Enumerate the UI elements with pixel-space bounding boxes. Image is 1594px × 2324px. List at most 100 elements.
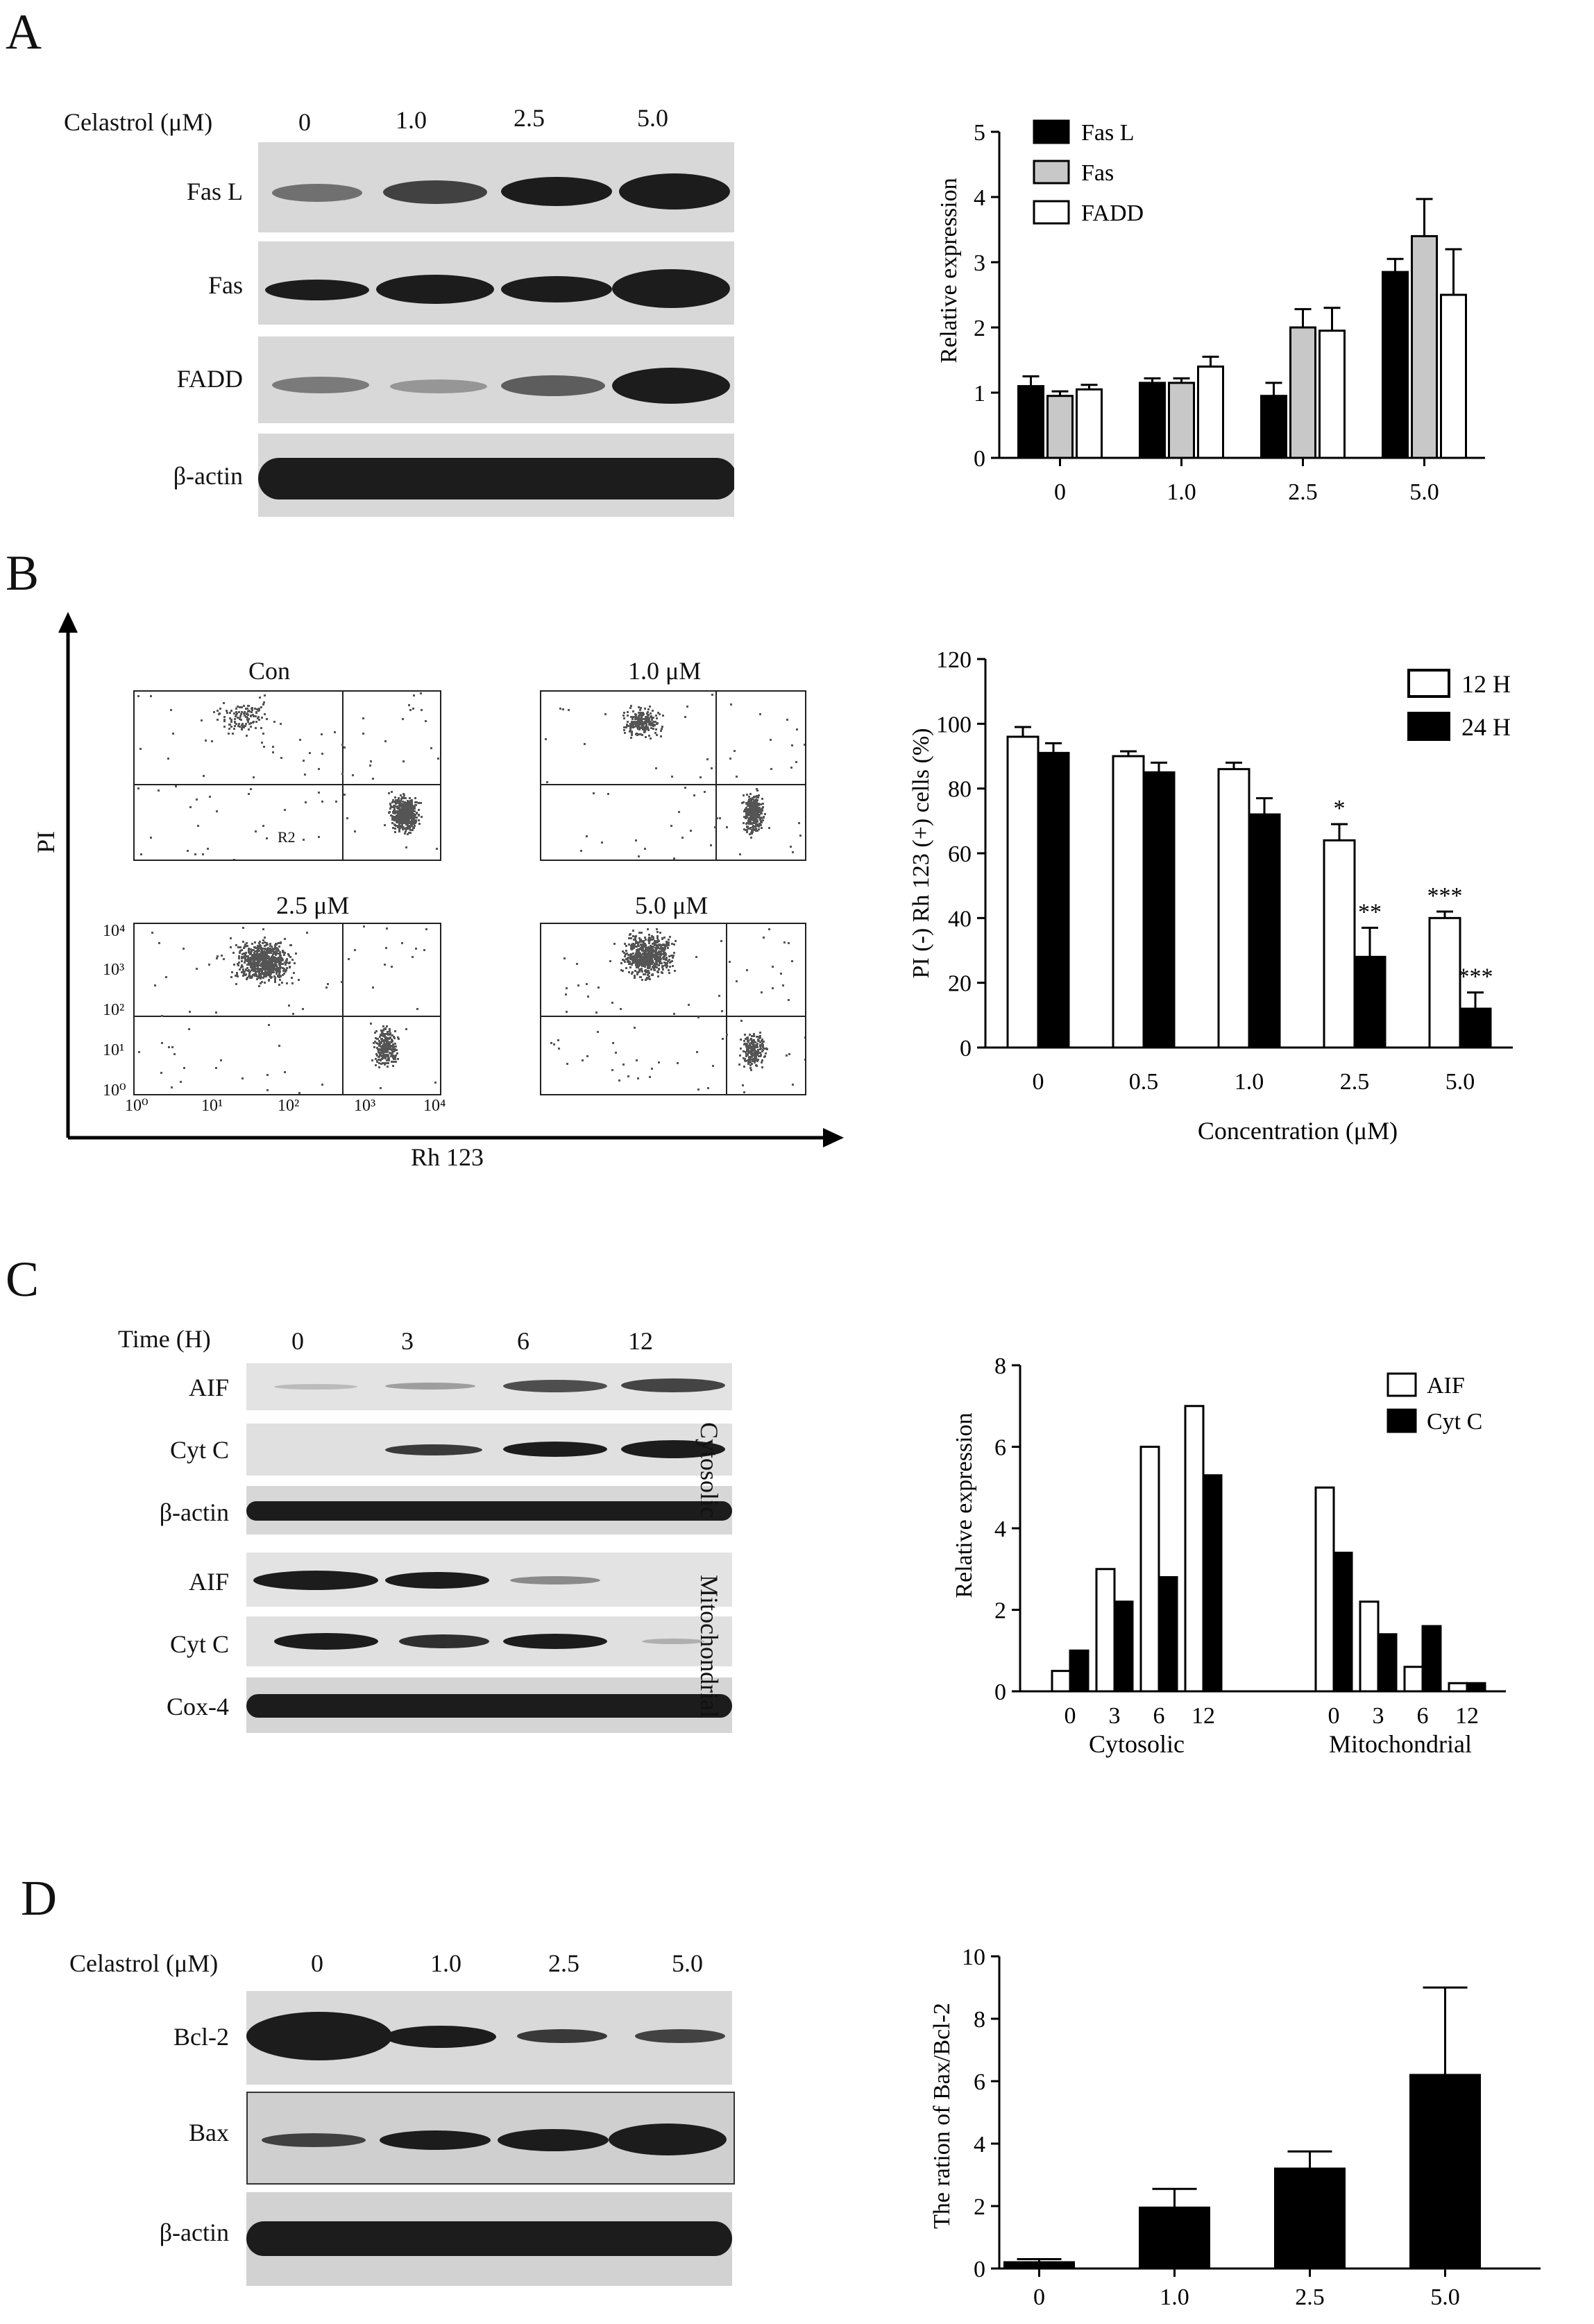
chart-b-ytick-label-2: 40: [948, 906, 972, 932]
chart-a-ytick-label-3: 3: [974, 250, 985, 276]
chart-d-ytick-label-2: 4: [974, 2132, 985, 2158]
chart-a-ylabel: Relative expression: [936, 178, 962, 363]
blot-label-cox4: Cox-4: [167, 1693, 229, 1720]
chart-a-legend-swatch-0: [1033, 119, 1070, 144]
chart-c-ylabel: Relative expression: [951, 1412, 977, 1598]
flow-ytick-1: 10¹: [103, 1041, 125, 1059]
chart-b-ytick-label-1: 20: [948, 971, 972, 997]
chart-d-ytick-label-5: 10: [962, 1945, 985, 1970]
chart-a-bar: [1382, 271, 1409, 459]
chart-c-xtick-label: 3: [1373, 1703, 1384, 1729]
fraction-label-mito: Mitochondrial: [695, 1575, 723, 1718]
conc-label-a-3: 5.0: [637, 104, 668, 132]
conc-label-a-1: 1.0: [396, 106, 427, 134]
chart-d-ylabel: The ration of Bax/Bcl-2: [929, 2003, 955, 2229]
chart-b-ytick-label-5: 100: [936, 712, 972, 737]
chart-b-legend-swatch-1: [1407, 712, 1450, 741]
chart-a-legend-label-2: FADD: [1081, 200, 1144, 226]
chart-b-bar: [1323, 839, 1356, 1049]
chart-c-bar: [1403, 1666, 1424, 1693]
chart-b-significance-mark: ***: [1458, 964, 1493, 990]
chart-c-bar: [1139, 1446, 1160, 1693]
blot-label-actin-c: β-actin: [159, 1498, 229, 1526]
chart-c-xtick-label: 6: [1417, 1703, 1429, 1729]
blot-label-actin-d: β-actin: [159, 2219, 229, 2246]
blot-label-cytc-mito: Cyt C: [169, 1630, 229, 1658]
chart-b-bar: [1142, 771, 1176, 1049]
chart-a-ytick-label-2: 2: [974, 316, 985, 341]
flow-ytick-0: 10⁰: [103, 1082, 126, 1100]
chart-b-significance-mark: **: [1358, 899, 1382, 925]
flow-title-3: 5.0 μM: [635, 891, 709, 919]
conc-label-a-0: 0: [298, 108, 311, 136]
chart-a-bar: [1260, 395, 1287, 459]
blot-label-bcl2: Bcl-2: [173, 2023, 229, 2051]
quadrant-line-vertical: [342, 924, 344, 1094]
blot-label-actin-a: β-actin: [173, 462, 243, 490]
blot-strip-bcl2: [246, 1991, 732, 2085]
chart-d-ytick-label-1: 2: [974, 2194, 985, 2220]
time-c-0: 0: [291, 1327, 304, 1355]
blot-label-cytc-cyto: Cyt C: [169, 1436, 229, 1464]
chart-c-ytick-label-1: 2: [994, 1598, 1006, 1624]
chart-b-xtick-label-3: 2.5: [1340, 1069, 1370, 1095]
time-c-2: 6: [517, 1327, 529, 1355]
chart-a-legend-swatch-1: [1033, 160, 1070, 185]
chart-c-bar: [1184, 1405, 1205, 1693]
celastrol-label-d: Celastrol (μM): [69, 1949, 219, 1977]
flow-xtick-2: 10²: [278, 1097, 300, 1115]
chart-a-bar: [1046, 395, 1074, 459]
blot-strip-fasl: [258, 142, 734, 232]
flow-plot-3: [540, 923, 806, 1095]
flow-ytick-4: 10⁴: [103, 922, 126, 940]
chart-b-bar: [1459, 1007, 1492, 1049]
blot-strip-aif-cyto: [246, 1363, 732, 1410]
chart-a-bar: [1017, 385, 1044, 459]
chart-c-xtick-label: 12: [1455, 1703, 1479, 1729]
chart-c-bar: [1069, 1649, 1089, 1693]
chart-c-bar: [1448, 1682, 1468, 1693]
fraction-label-cytosolic: Cytosolic: [695, 1422, 723, 1519]
chart-a-bar: [1289, 326, 1316, 459]
quadrant-line-vertical: [715, 692, 717, 860]
chart-d-xtick-label-0: 0: [1033, 2284, 1045, 2310]
blot-strip-actin-c: [246, 1486, 732, 1535]
chart-b-bar: [1112, 755, 1145, 1049]
chart-c-legend-swatch-0: [1387, 1372, 1417, 1397]
flow-axes-frame: [58, 612, 844, 1147]
conc-label-d-2: 2.5: [548, 1949, 579, 1977]
quadrant-line-vertical: [342, 692, 344, 860]
flow-xtick-0: 10⁰: [125, 1097, 149, 1115]
time-c-3: 12: [628, 1327, 653, 1355]
chart-d-ytick-label-0: 0: [974, 2257, 985, 2282]
chart-c-xtick-label: 6: [1153, 1703, 1165, 1729]
chart-b-significance-mark: ***: [1427, 883, 1463, 909]
chart-b-legend-label-1: 24 H: [1461, 713, 1511, 741]
chart-a-xtick-label-0: 0: [1054, 479, 1066, 505]
chart-b-bar: [1006, 735, 1040, 1049]
chart-a-xtick-label-1: 1.0: [1167, 479, 1196, 505]
chart-c-legend-label-0: AIF: [1427, 1373, 1465, 1399]
quadrant-line-vertical: [726, 924, 727, 1094]
blot-label-aif-cyto: AIF: [188, 1374, 229, 1401]
chart-a-bar: [1139, 382, 1166, 459]
flow-gate-label: R2: [278, 828, 296, 846]
chart-c-group-label-0: Cytosolic: [1089, 1730, 1185, 1758]
chart-c-bar: [1095, 1568, 1116, 1693]
chart-b-ylabel: PI (-) Rh 123 (+) cells (%): [908, 728, 934, 979]
chart-c-xtick-label: 3: [1109, 1703, 1121, 1729]
chart-a-legend-label-0: Fas L: [1081, 120, 1135, 146]
chart-d-xtick-label-1: 1.0: [1160, 2284, 1189, 2310]
chart-b-ytick-label-6: 120: [936, 647, 972, 673]
chart-c-bar: [1158, 1576, 1178, 1693]
blot-strip-actin-d: [246, 2192, 732, 2286]
chart-a-bar: [1440, 293, 1467, 459]
chart-d: The ration of Bax/Bcl-2 0 2 4 6 8 10 0 1.0 2.5 5…: [929, 1945, 1541, 2310]
chart-b-bar: [1217, 768, 1250, 1049]
chart-c-ytick-label-3: 6: [994, 1435, 1006, 1461]
chart-b-legend-swatch-0: [1407, 669, 1450, 698]
blot-strip-aif-mito: [246, 1553, 732, 1607]
chart-c-xtick-label: 0: [1065, 1703, 1076, 1729]
chart-b-xtick-label-2: 1.0: [1235, 1069, 1264, 1095]
chart-a-xtick-label-3: 5.0: [1409, 479, 1439, 505]
